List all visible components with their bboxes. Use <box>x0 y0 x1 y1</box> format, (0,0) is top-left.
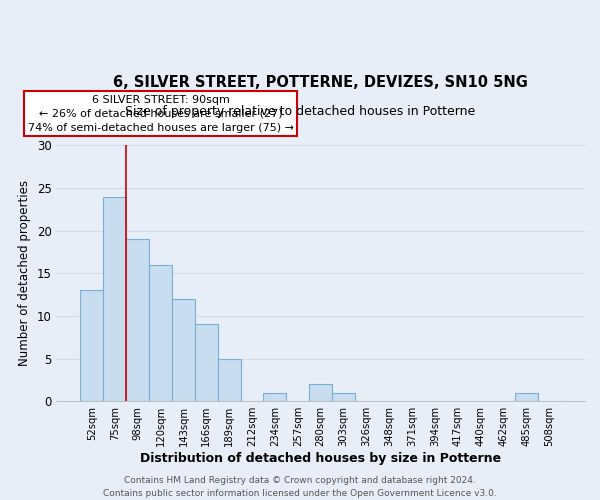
Bar <box>515 392 538 401</box>
Text: 6 SILVER STREET: 90sqm
← 26% of detached houses are smaller (27)
74% of semi-det: 6 SILVER STREET: 90sqm ← 26% of detached… <box>28 94 293 132</box>
Bar <box>126 239 149 401</box>
X-axis label: Distribution of detached houses by size in Potterne: Distribution of detached houses by size … <box>140 452 501 465</box>
Bar <box>103 196 126 401</box>
Bar <box>195 324 218 401</box>
Bar <box>332 392 355 401</box>
Y-axis label: Number of detached properties: Number of detached properties <box>18 180 31 366</box>
Title: 6, SILVER STREET, POTTERNE, DEVIZES, SN10 5NG: 6, SILVER STREET, POTTERNE, DEVIZES, SN1… <box>113 75 528 90</box>
Bar <box>263 392 286 401</box>
Bar <box>218 358 241 401</box>
Bar <box>149 264 172 401</box>
Text: Size of property relative to detached houses in Potterne: Size of property relative to detached ho… <box>125 105 475 118</box>
Bar <box>309 384 332 401</box>
Bar <box>172 299 195 401</box>
Text: Contains HM Land Registry data © Crown copyright and database right 2024.
Contai: Contains HM Land Registry data © Crown c… <box>103 476 497 498</box>
Bar <box>80 290 103 401</box>
